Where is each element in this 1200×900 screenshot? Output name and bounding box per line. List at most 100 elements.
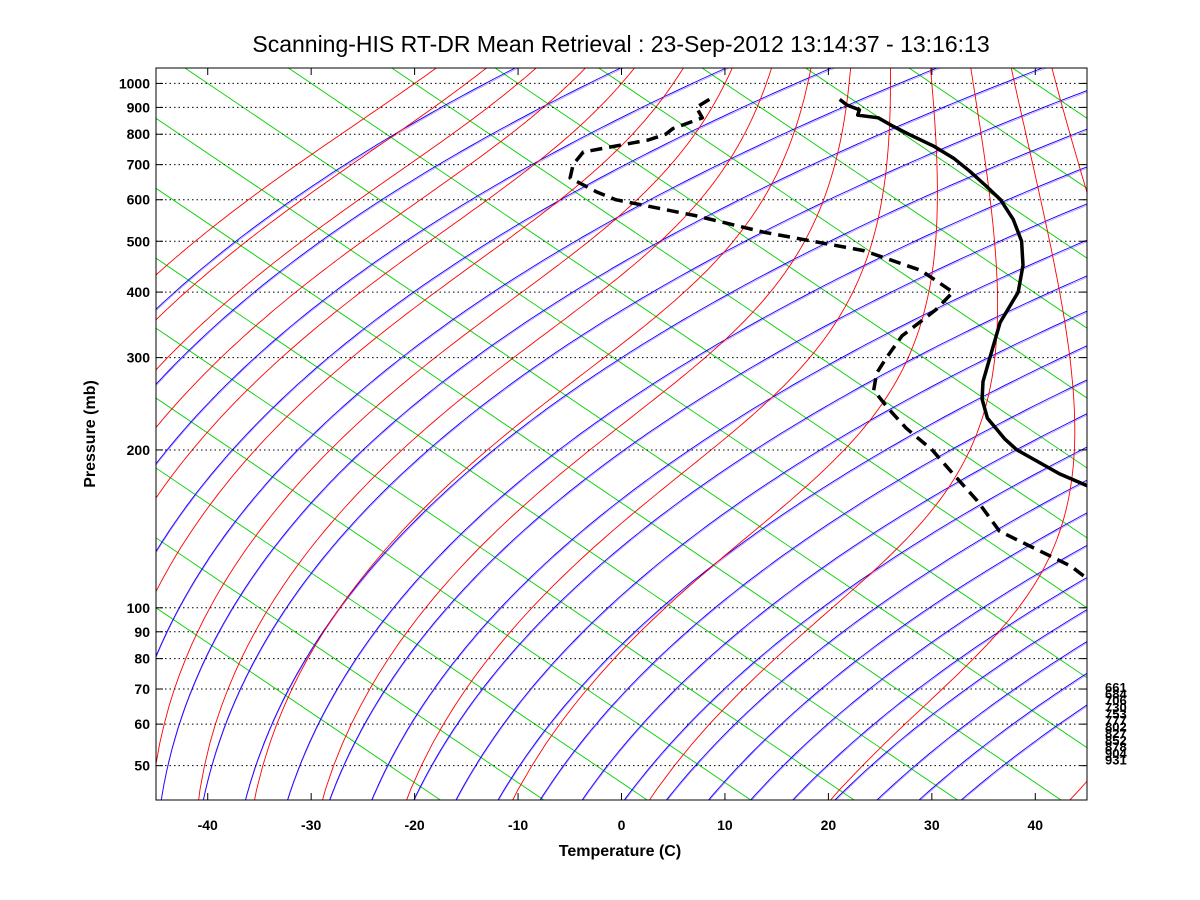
isotherm-line bbox=[391, 68, 1087, 539]
y-tick-label: 200 bbox=[127, 442, 151, 458]
y-tick-label: 800 bbox=[127, 126, 151, 142]
isotherm-line bbox=[701, 68, 1087, 329]
moist-adiabat-line bbox=[830, 68, 1076, 800]
x-tick-label: -10 bbox=[508, 817, 528, 833]
dry-adiabat-overlay-line bbox=[878, 642, 1087, 800]
right-side-label: 753 bbox=[1105, 706, 1127, 721]
dry-adiabat-line bbox=[918, 672, 1087, 800]
moist-adiabat-line bbox=[512, 68, 938, 800]
y-tick-label: 70 bbox=[134, 681, 150, 697]
isotherm-line bbox=[156, 187, 1062, 800]
profile-series bbox=[568, 97, 1087, 581]
moist-adiabat-line bbox=[1132, 62, 1200, 817]
isotherm-line bbox=[1011, 68, 1087, 119]
y-tick-label: 60 bbox=[134, 716, 150, 732]
x-tick-label: 0 bbox=[618, 817, 626, 833]
isotherm-line bbox=[156, 117, 1087, 749]
dry-adiabat-overlay-line bbox=[245, 130, 1087, 800]
x-tick-label: 30 bbox=[924, 817, 940, 833]
isotherm-line bbox=[597, 68, 1087, 399]
x-tick-label: 40 bbox=[1027, 817, 1043, 833]
dry-adiabat-overlay-line bbox=[582, 414, 1087, 800]
dry-adiabat-overlay-line bbox=[156, 68, 519, 312]
chart-title: Scanning-HIS RT-DR Mean Retrieval : 23-S… bbox=[252, 31, 989, 57]
right-side-label: 904 bbox=[1105, 746, 1127, 761]
isotherm-line bbox=[156, 397, 752, 800]
dry-adiabat-overlay-line bbox=[456, 312, 1087, 800]
temperature-profile-line bbox=[838, 98, 1087, 488]
isotherm-line bbox=[804, 68, 1087, 259]
dewpoint-profile-line bbox=[568, 97, 1087, 581]
moist-adiabat-line bbox=[406, 68, 891, 800]
x-tick-label: -40 bbox=[198, 817, 218, 833]
dry-adiabat-line bbox=[455, 310, 1087, 800]
dry-adiabat-overlay-line bbox=[287, 168, 1087, 800]
plot-frame bbox=[155, 67, 1088, 801]
y-tick-label: 500 bbox=[127, 233, 151, 249]
y-tick-label: 90 bbox=[134, 624, 150, 640]
isotherm-line bbox=[908, 68, 1087, 189]
dry-adiabat-overlay-line bbox=[156, 68, 942, 659]
right-side-label: 777 bbox=[1105, 713, 1127, 728]
right-side-label: 827 bbox=[1105, 726, 1127, 741]
dry-adiabat-overlay-line bbox=[414, 277, 1087, 800]
dry-adiabat-line bbox=[156, 68, 728, 465]
dry-adiabat-overlay-line bbox=[751, 546, 1087, 800]
isotherm-line bbox=[156, 537, 545, 800]
dry-adiabat-overlay-line bbox=[156, 68, 731, 466]
right-side-label: 661 bbox=[1105, 680, 1127, 695]
y-tick-label: 900 bbox=[127, 99, 151, 115]
isotherm-line bbox=[494, 68, 1087, 469]
dry-adiabat-overlay-line bbox=[372, 241, 1087, 800]
moist-adiabat-line bbox=[156, 68, 636, 499]
x-tick-label: -20 bbox=[404, 817, 424, 833]
y-tick-label: 400 bbox=[127, 284, 151, 300]
dry-adiabat-overlay-line bbox=[835, 610, 1087, 800]
isotherm-line bbox=[156, 327, 855, 800]
dry-adiabat-line bbox=[497, 345, 1087, 800]
y-axis-label: Pressure (mb) bbox=[82, 380, 99, 488]
right-side-label: 730 bbox=[1105, 700, 1127, 715]
dry-adiabat-overlay-line bbox=[156, 68, 836, 554]
moist-adiabat-line bbox=[156, 68, 587, 429]
right-side-label: 931 bbox=[1105, 753, 1127, 768]
isotherm-line bbox=[156, 607, 442, 800]
y-tick-label: 80 bbox=[134, 651, 150, 667]
dry-adiabat-overlay-line bbox=[203, 91, 1087, 800]
moist-adiabat-line bbox=[156, 68, 733, 767]
y-tick-label: 50 bbox=[134, 758, 150, 774]
dry-adiabat-line bbox=[156, 68, 622, 385]
y-tick-label: 700 bbox=[127, 157, 151, 173]
y-tick-label: 1000 bbox=[119, 75, 150, 91]
y-axis-ticks: 50 60 70 80 90 100 200 300 400 500 600 700 800 900 100… bbox=[119, 75, 1087, 774]
isotherm-line bbox=[184, 68, 1087, 679]
moist-adiabat-line bbox=[198, 68, 773, 800]
dry-adiabat-line bbox=[287, 166, 1087, 800]
dry-adiabat-overlay-line bbox=[329, 204, 1087, 800]
x-tick-label: -30 bbox=[301, 817, 321, 833]
right-side-label: 802 bbox=[1105, 720, 1127, 735]
moist-adiabat-line bbox=[156, 68, 537, 371]
moist-adiabat-line bbox=[322, 68, 852, 800]
dry-adiabat-line bbox=[371, 239, 1087, 800]
right-side-label: 878 bbox=[1105, 739, 1127, 754]
dry-adiabat-overlay-line bbox=[540, 381, 1087, 800]
dry-adiabat-line bbox=[876, 641, 1087, 800]
dry-adiabat-line bbox=[156, 68, 517, 310]
isotherm-line bbox=[156, 257, 959, 800]
y-tick-label: 600 bbox=[127, 192, 151, 208]
isotherm-line bbox=[287, 68, 1087, 609]
dry-adiabat-line bbox=[329, 203, 1087, 800]
dry-adiabat-line bbox=[202, 90, 1087, 800]
dry-adiabat-line bbox=[156, 68, 833, 553]
dry-adiabat-line bbox=[792, 577, 1087, 800]
x-tick-label: 20 bbox=[821, 817, 837, 833]
moist-adiabat-line bbox=[1051, 68, 1087, 800]
x-tick-label: 10 bbox=[717, 817, 733, 833]
y-tick-label: 300 bbox=[127, 350, 151, 366]
dry-adiabat-line bbox=[623, 446, 1087, 800]
dry-adiabat-line bbox=[156, 68, 939, 658]
dry-adiabat-line bbox=[413, 275, 1087, 800]
